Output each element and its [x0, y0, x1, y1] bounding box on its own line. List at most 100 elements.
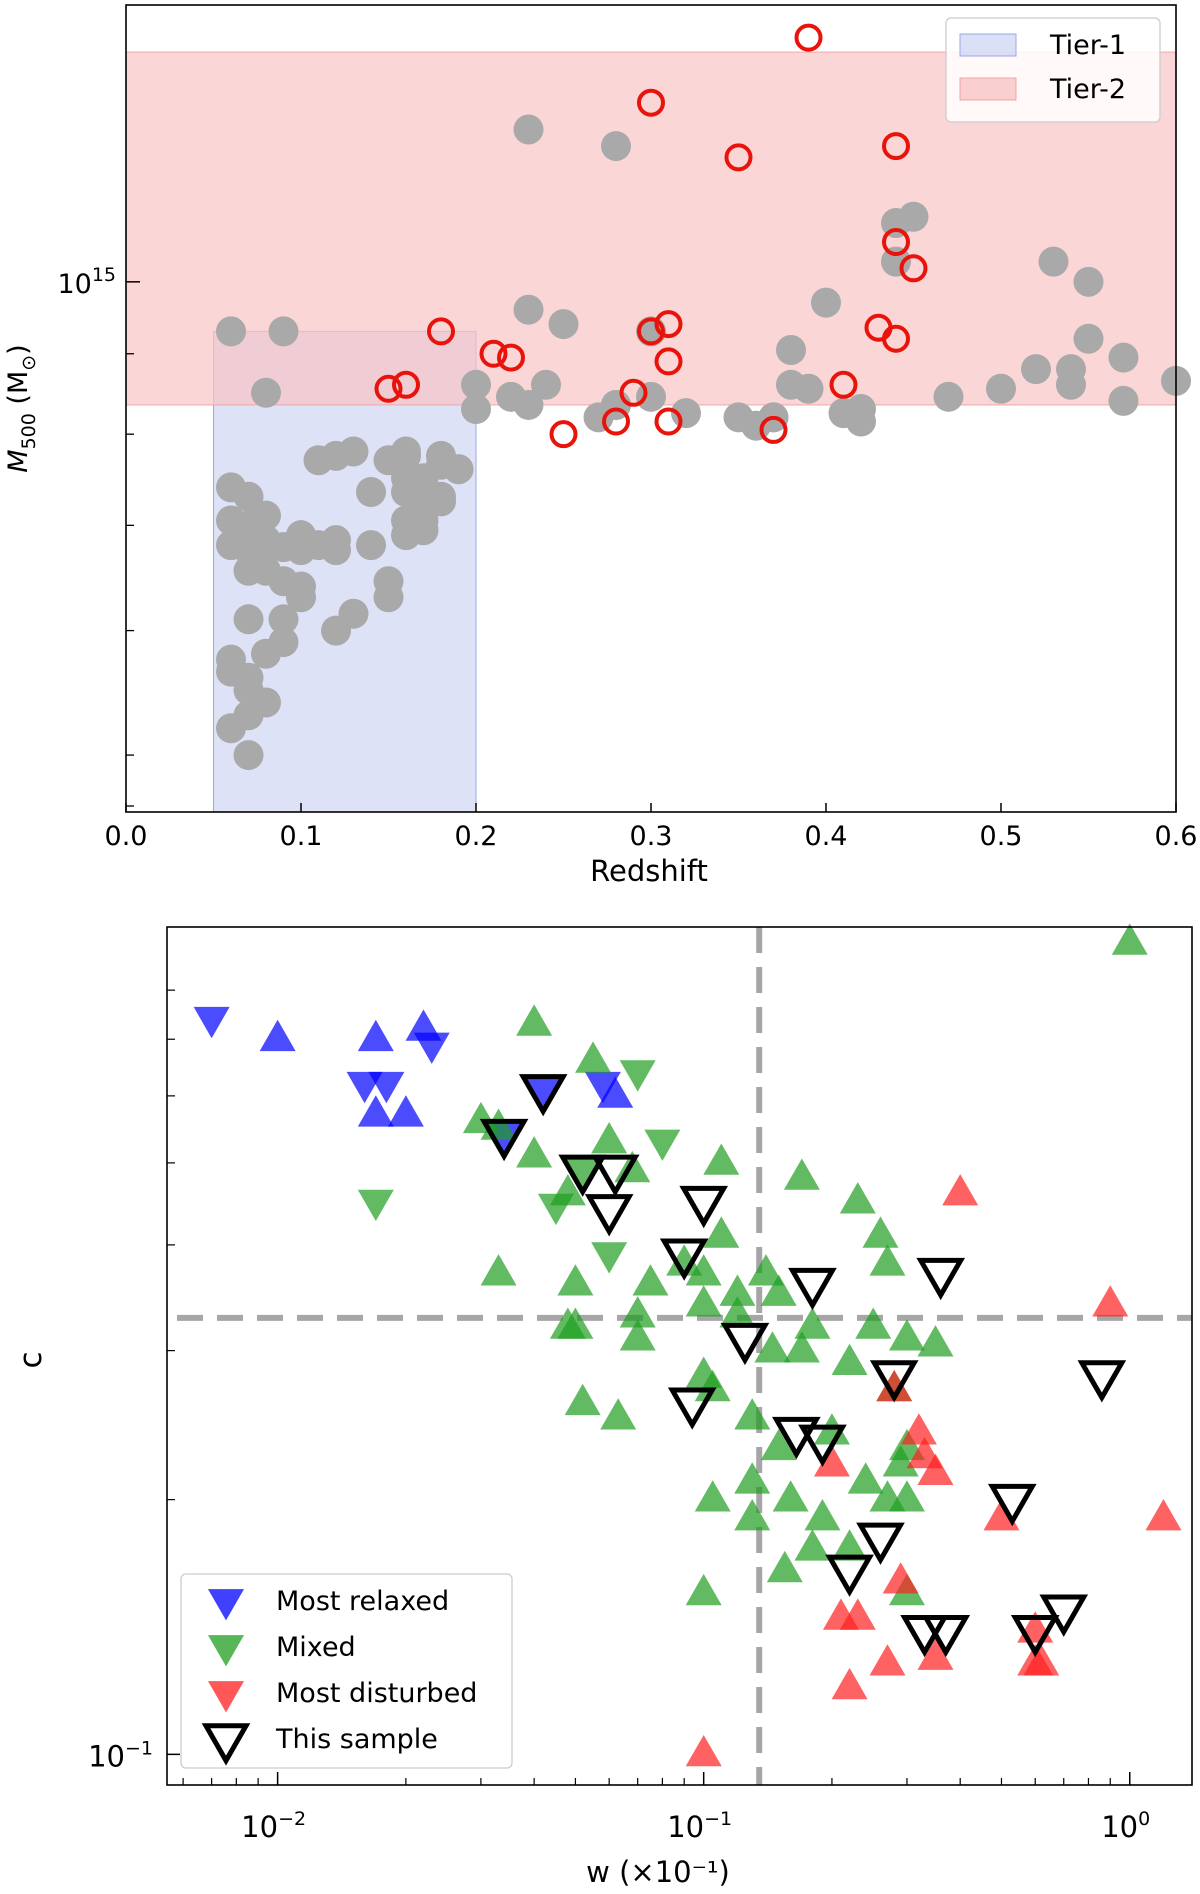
legend-box — [180, 1573, 513, 1769]
tier2-selected-point — [602, 407, 630, 436]
mixed-point — [734, 1499, 771, 1531]
tier2-selected-point — [829, 370, 858, 399]
tier2-selected-point — [654, 310, 683, 339]
grey-cluster-point — [233, 481, 264, 512]
mixed-point — [632, 1264, 669, 1296]
this-sample-point — [856, 1522, 905, 1565]
grey-cluster-point — [1073, 323, 1104, 354]
grey-cluster-point — [338, 436, 369, 467]
mixed-point — [831, 1529, 868, 1561]
mixed-point — [694, 1480, 731, 1512]
this-sample-point — [667, 1387, 717, 1430]
mixed-point — [564, 1383, 601, 1416]
mixed-point — [804, 1499, 841, 1531]
x-axis-label: Redshift — [590, 854, 708, 888]
legend-label: Most disturbed — [276, 1678, 477, 1709]
mixed-point — [760, 1428, 797, 1461]
tier2-selected-point — [882, 324, 910, 353]
grey-cluster-point — [251, 638, 281, 669]
most-disturbed-point — [1092, 1285, 1129, 1317]
this-sample-point — [590, 1154, 640, 1197]
most-relaxed-point — [413, 1032, 450, 1064]
tier2-selected-point — [392, 370, 420, 399]
grey-cluster-point — [1108, 342, 1139, 373]
tier2-selected-point — [654, 347, 683, 376]
most-disturbed-point — [917, 1638, 954, 1670]
tier2-selected-point — [899, 254, 928, 283]
this-sample-point — [1077, 1360, 1127, 1403]
x-tick-label: 0.0 — [105, 821, 148, 852]
legend-label: Most relaxed — [276, 1586, 449, 1617]
mixed-point — [794, 1307, 831, 1339]
concentration-centroid-shift-chart: 10−2 10−1 100 w (×10⁻¹) 10−1 c Most relaxed Mix… — [13, 923, 1193, 1889]
plot-frame — [166, 926, 1193, 1786]
grey-cluster-point — [268, 604, 299, 635]
grey-cluster-point — [391, 520, 421, 551]
grey-cluster-point — [426, 449, 456, 480]
tier2-selected-point — [479, 339, 508, 368]
grey-cluster-point — [846, 394, 876, 425]
legend-marker-most-disturbed — [208, 1681, 244, 1713]
grey-cluster-point — [776, 334, 806, 365]
grey-cluster-point — [356, 477, 386, 508]
mixed-point — [719, 1296, 756, 1328]
mixed-point — [783, 1158, 820, 1190]
grey-cluster-point — [251, 525, 281, 556]
mixed-point — [703, 1143, 740, 1175]
mixed-point — [855, 1307, 892, 1339]
most-disturbed-point — [813, 1445, 850, 1477]
grey-cluster-point — [286, 582, 316, 613]
grey-cluster-point — [811, 287, 841, 318]
mixed-point — [516, 1004, 553, 1036]
mixed-point — [685, 1285, 722, 1317]
mixed-point — [917, 1325, 954, 1357]
this-sample-point — [479, 1118, 529, 1162]
this-sample-point — [916, 1257, 966, 1301]
mixed-point — [537, 1193, 574, 1226]
tier2-selected-point — [794, 23, 823, 52]
legend-label: Tier-1 — [1049, 30, 1126, 61]
most-disturbed-point — [942, 1174, 979, 1206]
grey-cluster-point — [356, 530, 386, 561]
this-sample-point — [720, 1322, 770, 1366]
mixed-point — [644, 1129, 681, 1161]
tier2-selected-point — [374, 374, 403, 403]
tier2-selected-point — [759, 415, 788, 444]
tier2-selected-point — [637, 317, 665, 346]
this-sample-point — [921, 1614, 971, 1658]
most-disturbed-point — [900, 1413, 937, 1445]
x-tick-label: 0.2 — [455, 821, 498, 852]
y-axis-label: M500 (M⊙) — [3, 344, 40, 472]
most-disturbed-point — [876, 1369, 913, 1402]
this-sample-point — [869, 1360, 919, 1403]
most-disturbed-point — [1023, 1644, 1060, 1676]
grey-cluster-point — [548, 309, 579, 340]
this-sample-point — [584, 1194, 634, 1237]
grey-cluster-point — [251, 377, 281, 408]
tier2-selected-point — [654, 407, 683, 436]
mixed-point — [772, 1480, 809, 1512]
most-disturbed-point — [882, 1562, 919, 1594]
mixed-point — [564, 1158, 601, 1190]
mixed-point — [619, 1319, 656, 1351]
most-relaxed-point — [584, 1071, 621, 1104]
most-disturbed-point — [1145, 1499, 1182, 1531]
grey-cluster-point — [1021, 354, 1051, 385]
grey-cluster-point — [513, 389, 544, 420]
this-sample-point — [1010, 1614, 1060, 1658]
x-tick-label: 100 — [1101, 1808, 1150, 1844]
mixed-point — [794, 1529, 831, 1561]
legend-marker-most-relaxed — [208, 1589, 244, 1621]
grey-cluster-point — [1073, 266, 1104, 297]
grey-cluster-point — [373, 582, 404, 613]
grey-cluster-point — [601, 131, 631, 162]
mixed-point — [703, 1216, 740, 1248]
mixed-point — [591, 1122, 628, 1154]
y-axis-label: c — [13, 1351, 49, 1368]
most-relaxed-point — [259, 1019, 296, 1052]
grey-cluster-point — [636, 381, 666, 412]
legend-label: Tier-2 — [1049, 74, 1126, 105]
y-tick-label: 1015 — [57, 264, 116, 300]
grey-cluster-point — [1038, 246, 1069, 277]
this-sample-point — [788, 1267, 837, 1311]
